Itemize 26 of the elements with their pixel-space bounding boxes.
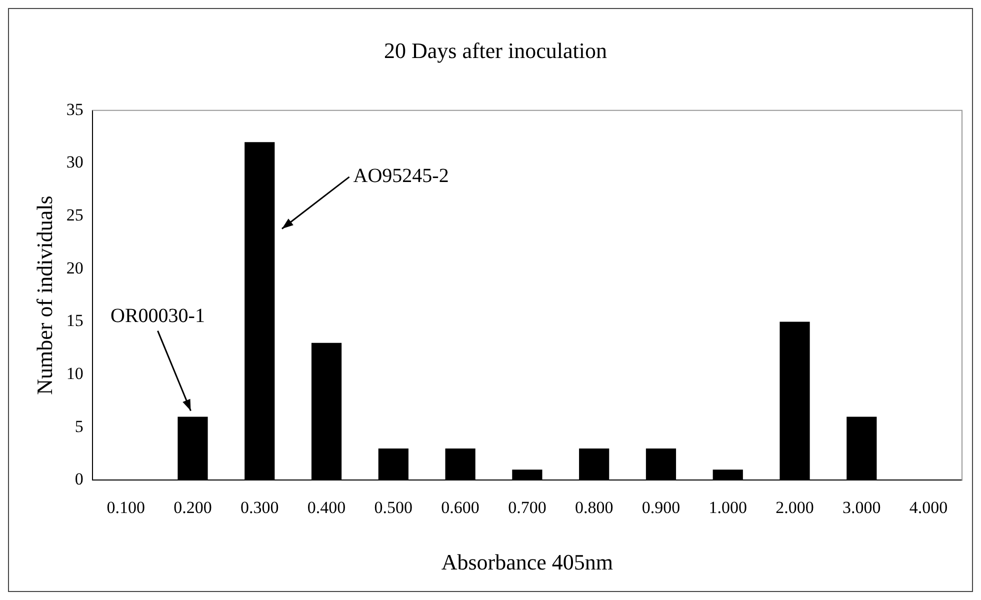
y-tick-label: 30: [66, 152, 84, 172]
x-tick-label: 0.100: [106, 498, 145, 517]
x-tick-label: 0.900: [642, 498, 680, 517]
y-tick-label: 10: [66, 364, 84, 384]
y-axis-title: Number of individuals: [32, 196, 57, 395]
y-tick-label: 25: [66, 206, 84, 225]
annotation: OR00030-1: [110, 305, 205, 328]
y-tick-label: 35: [66, 100, 84, 119]
chart-title: 20 Days after inoculation: [384, 38, 607, 63]
y-tick-label: 0: [74, 470, 84, 489]
x-tick-label: 0.400: [307, 498, 346, 517]
y-tick-label: 5: [74, 416, 84, 436]
x-tick-label: 0.500: [374, 498, 413, 517]
x-tick-label: 0.600: [441, 498, 480, 517]
x-tick-label: 0.300: [240, 498, 279, 517]
x-tick-label: 0.200: [174, 498, 212, 517]
y-tick-label: 20: [66, 258, 84, 278]
y-tick-label: 15: [66, 311, 84, 330]
x-tick-label: 2.000: [776, 498, 814, 517]
x-tick-label: 1.000: [708, 498, 747, 517]
x-tick-label: 0.700: [508, 498, 546, 517]
x-tick-label: 4.000: [909, 498, 948, 517]
x-tick-label: 0.800: [574, 498, 614, 517]
annotation: AO95245-2: [353, 165, 449, 188]
x-tick-label: 3.000: [842, 498, 881, 517]
x-axis-title: Absorbance 405nm: [441, 550, 614, 575]
